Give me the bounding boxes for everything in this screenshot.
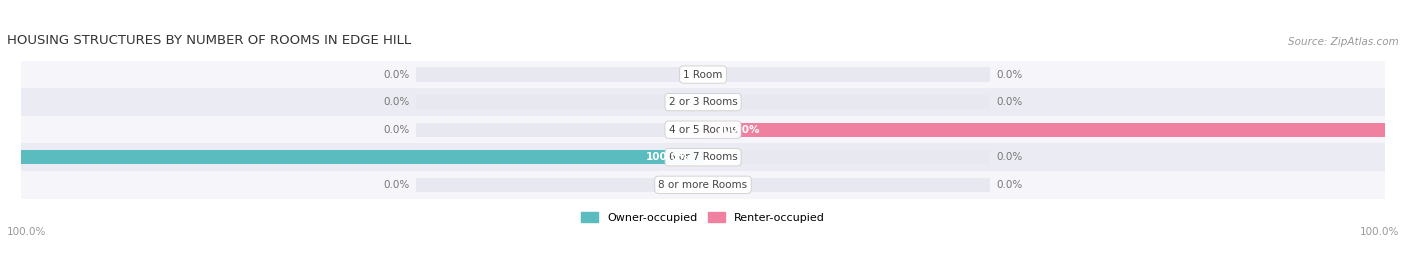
Text: HOUSING STRUCTURES BY NUMBER OF ROOMS IN EDGE HILL: HOUSING STRUCTURES BY NUMBER OF ROOMS IN… bbox=[7, 34, 411, 47]
Bar bbox=[416, 68, 703, 82]
Bar bbox=[21, 171, 1385, 199]
Text: 8 or more Rooms: 8 or more Rooms bbox=[658, 180, 748, 190]
Text: 6 or 7 Rooms: 6 or 7 Rooms bbox=[669, 152, 737, 162]
Text: 0.0%: 0.0% bbox=[384, 180, 409, 190]
Text: 4 or 5 Rooms: 4 or 5 Rooms bbox=[669, 125, 737, 135]
Bar bbox=[703, 122, 1385, 137]
Bar bbox=[416, 178, 703, 192]
Legend: Owner-occupied, Renter-occupied: Owner-occupied, Renter-occupied bbox=[576, 208, 830, 227]
Text: 0.0%: 0.0% bbox=[384, 97, 409, 107]
Bar bbox=[21, 116, 1385, 143]
Bar bbox=[703, 122, 1385, 137]
Text: 100.0%: 100.0% bbox=[717, 125, 761, 135]
Bar bbox=[21, 150, 703, 164]
Text: 0.0%: 0.0% bbox=[384, 125, 409, 135]
Bar bbox=[703, 178, 990, 192]
Text: 0.0%: 0.0% bbox=[997, 97, 1022, 107]
Text: 1 Room: 1 Room bbox=[683, 70, 723, 80]
Text: 0.0%: 0.0% bbox=[384, 70, 409, 80]
Bar bbox=[21, 150, 703, 164]
Text: 100.0%: 100.0% bbox=[645, 152, 689, 162]
Bar bbox=[21, 61, 1385, 88]
Bar bbox=[416, 95, 703, 109]
Bar bbox=[21, 143, 1385, 171]
Bar bbox=[703, 150, 990, 164]
Text: Source: ZipAtlas.com: Source: ZipAtlas.com bbox=[1288, 37, 1399, 47]
Text: 2 or 3 Rooms: 2 or 3 Rooms bbox=[669, 97, 737, 107]
Bar bbox=[416, 122, 703, 137]
Text: 0.0%: 0.0% bbox=[997, 180, 1022, 190]
Bar bbox=[703, 95, 990, 109]
Text: 0.0%: 0.0% bbox=[997, 152, 1022, 162]
Bar bbox=[21, 88, 1385, 116]
Text: 0.0%: 0.0% bbox=[997, 70, 1022, 80]
Text: 100.0%: 100.0% bbox=[1360, 227, 1399, 237]
Text: 100.0%: 100.0% bbox=[7, 227, 46, 237]
Bar bbox=[703, 68, 990, 82]
